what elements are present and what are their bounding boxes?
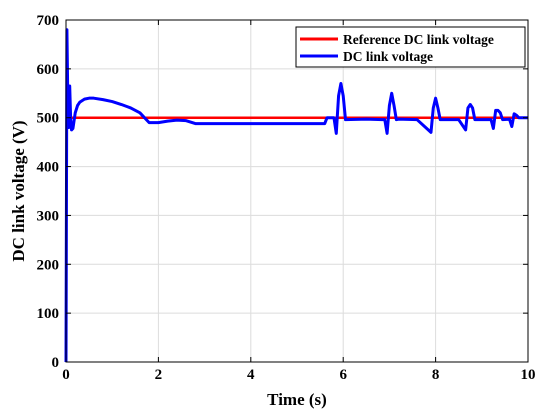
x-axis-label: Time (s): [267, 390, 327, 409]
x-tick-label: 2: [155, 367, 163, 383]
y-tick-label: 200: [37, 257, 60, 273]
legend-label-reference: Reference DC link voltage: [343, 32, 494, 47]
grid: [66, 20, 528, 362]
x-tick-label: 4: [247, 367, 255, 383]
y-tick-label: 300: [37, 208, 60, 224]
x-tick-label: 0: [62, 367, 70, 383]
legend-label-dc-link: DC link voltage: [343, 49, 433, 64]
x-tick-label: 8: [432, 367, 440, 383]
y-tick-label: 500: [37, 111, 60, 127]
x-tick-label: 10: [521, 367, 536, 383]
y-tick-label: 700: [37, 13, 60, 29]
dc-link-voltage-line: [64, 28, 528, 363]
series-lines: [64, 28, 528, 363]
x-tick-label: 6: [339, 367, 347, 383]
y-tick-label: 600: [37, 62, 60, 78]
legend: Reference DC link voltage DC link voltag…: [295, 26, 526, 68]
y-axis-label: DC link voltage (V): [9, 120, 28, 261]
legend-box: [295, 26, 526, 68]
y-tick-label: 100: [37, 306, 60, 322]
plot-frame: [65, 19, 529, 363]
y-tick-label: 400: [37, 160, 60, 176]
tick-marks: [65, 19, 529, 363]
y-tick-label: 0: [52, 355, 60, 371]
